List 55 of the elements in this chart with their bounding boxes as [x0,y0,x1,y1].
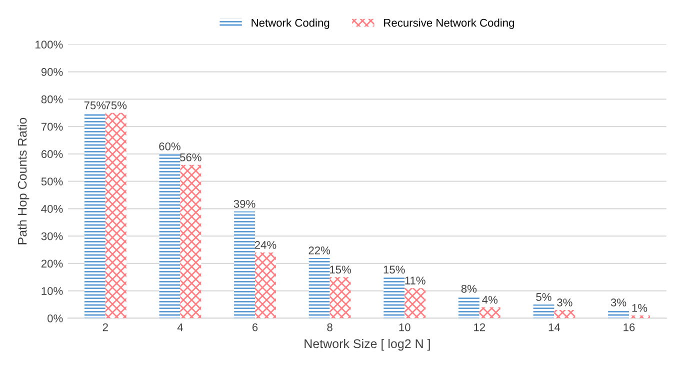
bar [308,258,330,318]
data-label: 8% [461,284,477,293]
data-label: 4% [482,296,498,304]
data-label: 3% [557,298,572,306]
bar [159,154,180,318]
x-tick-label: 8 [327,323,332,332]
data-label: 15% [384,266,405,274]
bar [404,288,426,318]
y-tick-label: 80% [41,95,63,104]
bar [458,296,480,318]
y-axis-title: Path Hop Counts Ratio [18,118,30,244]
data-label: 22% [308,246,330,254]
bar [84,112,106,318]
bar [629,315,650,318]
data-label: 39% [234,200,256,208]
y-tick-label: 10% [42,287,63,295]
bar [330,277,351,318]
bar [255,252,276,318]
x-tick-label: 10 [399,323,410,332]
x-tick-label: 14 [548,323,560,332]
data-label: 60% [159,142,180,150]
data-label: 56% [180,153,202,162]
x-tick-label: 12 [474,323,486,332]
x-tick-label: 16 [624,323,635,332]
data-label: 11% [405,276,426,284]
x-axis-title: Network Size [ log2 N ] [304,338,430,351]
bar [234,211,255,318]
data-label: 75% [84,101,106,110]
y-tick-label: 0% [48,314,63,322]
data-label: 5% [536,293,552,301]
y-tick-label: 100% [36,40,63,49]
legend-label: Network Coding [252,18,330,29]
data-label: 75% [105,101,127,110]
bar [105,112,126,318]
y-tick-label: 90% [41,68,63,76]
x-tick-label: 6 [252,323,258,332]
data-label: 1% [632,304,648,312]
x-tick-label: 2 [102,323,108,332]
data-label: 24% [254,241,276,249]
bar [384,277,405,318]
y-tick-label: 20% [41,260,63,268]
data-label: 3% [610,298,626,306]
bar [608,310,629,318]
x-tick-label: 4 [177,323,183,332]
bar [533,304,554,318]
bar [180,164,202,318]
y-tick-label: 30% [41,232,63,240]
legend-label: Recursive Network Coding [384,18,514,29]
bar [479,307,500,318]
y-tick-label: 60% [41,150,63,158]
y-tick-label: 40% [41,204,63,213]
y-tick-label: 50% [41,178,63,186]
y-tick-label: 70% [41,122,63,131]
bar [554,310,576,318]
data-label: 15% [330,266,351,274]
